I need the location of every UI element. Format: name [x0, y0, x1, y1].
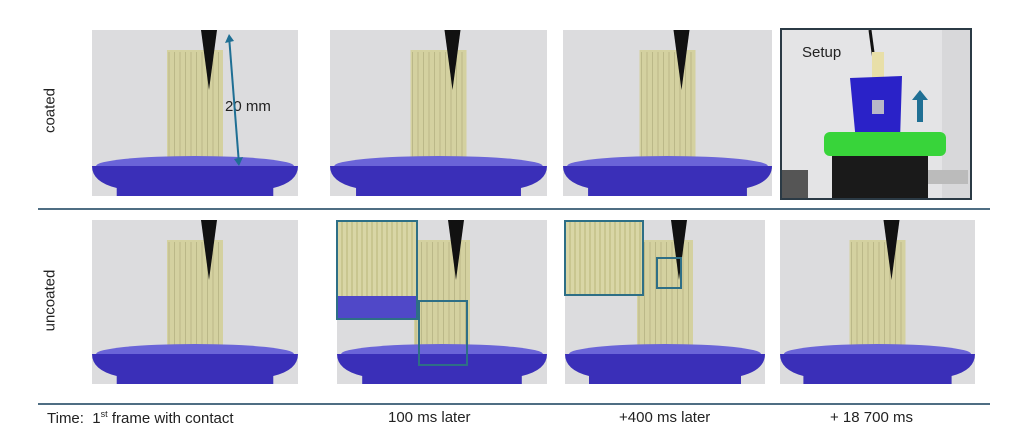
zoom-region-t3 [656, 257, 682, 289]
length-label: 20 mm [225, 98, 271, 115]
dish [780, 354, 975, 384]
time-label-t4: + 18 700 ms [830, 409, 913, 426]
zoom-inset-t2 [336, 220, 418, 320]
photo-coated-t2 [330, 30, 547, 196]
setup-photo [782, 30, 970, 198]
test-strip [167, 50, 223, 164]
row-label-uncoated: uncoated [41, 269, 59, 332]
time-label-t1: Time: 1st frame with contact [47, 409, 234, 427]
time-label-t3: +400 ms later [619, 409, 711, 426]
tweezers [444, 30, 461, 90]
dimension-arrow-icon [225, 34, 243, 166]
test-strip [414, 240, 470, 352]
photo-uncoated-t4 [780, 220, 975, 384]
test-strip [849, 240, 906, 352]
zoom-region-t2 [418, 300, 468, 366]
photo-coated-t1 [92, 30, 298, 196]
dish [92, 166, 298, 196]
row-label-coated: coated [41, 87, 59, 134]
tweezers [448, 220, 464, 280]
time-t1-rest: frame with contact [107, 410, 234, 427]
time-axis-line [38, 403, 990, 405]
test-strip [639, 50, 696, 164]
dish [337, 354, 547, 384]
dish [563, 166, 772, 196]
tweezers [201, 220, 217, 280]
dish [330, 166, 547, 196]
dish [92, 354, 298, 384]
time-label-t2: 100 ms later [388, 409, 471, 426]
photo-uncoated-t1 [92, 220, 298, 384]
tweezers [201, 30, 217, 90]
zoom-inset-t3 [564, 220, 644, 296]
row-separator [38, 208, 990, 210]
tweezers [673, 30, 690, 90]
tweezers [883, 220, 900, 280]
photo-coated-t3 [563, 30, 772, 196]
test-strip [167, 240, 223, 352]
tweezers [671, 220, 687, 280]
test-strip [410, 50, 467, 164]
setup-inset: Setup [780, 28, 972, 200]
dish [565, 354, 765, 384]
time-prefix: Time: [47, 410, 84, 427]
time-t1-sup: st [100, 409, 108, 419]
time-t1-num: 1 [92, 410, 101, 427]
setup-label: Setup [802, 44, 842, 61]
